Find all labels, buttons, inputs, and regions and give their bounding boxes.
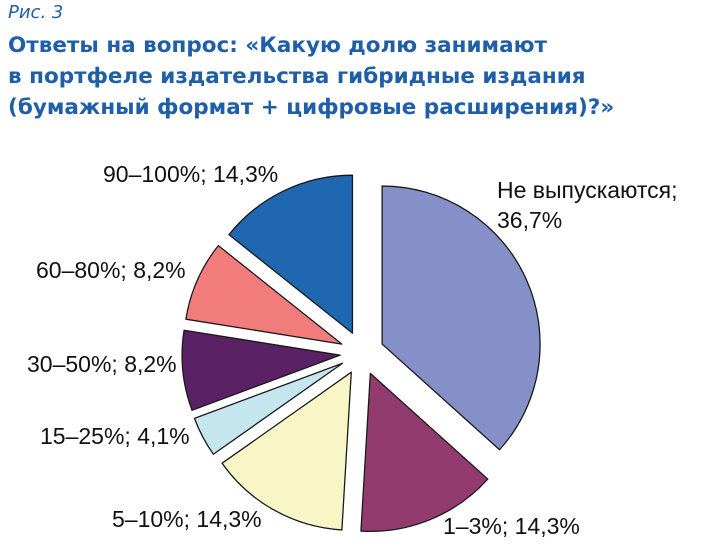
slice-label-3-line-1: 5–10%; 14,3% <box>112 506 262 532</box>
slice-label-2: 1–3%; 14,3% <box>443 513 580 539</box>
pie-slice-2 <box>360 372 489 533</box>
chart-title: Ответы на вопрос: «Какую долю занимают в… <box>8 30 708 123</box>
slice-label-2-line-1: 1–3%; 14,3% <box>443 513 580 539</box>
slice-label-1-line-2: 36,7% <box>497 207 562 233</box>
slice-label-1: Не выпускаются; 36,7% <box>497 177 677 233</box>
slice-label-7-line-1: 90–100%; 14,3% <box>103 161 278 187</box>
chart-title-line-2: в портфеле издательства гибридные издани… <box>8 64 586 89</box>
pie-slice-7 <box>228 174 354 334</box>
pie-slice-6 <box>185 244 343 345</box>
chart-title-line-1: Ответы на вопрос: «Какую долю занимают <box>8 33 547 58</box>
slice-label-6-line-1: 60–80%; 8,2% <box>36 257 186 283</box>
figure-label: Рис. 3 <box>8 2 64 23</box>
pie-slice-4 <box>193 362 344 455</box>
pie-slices <box>181 174 541 533</box>
slice-label-7: 90–100%; 14,3% <box>103 161 278 187</box>
pie-slice-3 <box>221 371 352 531</box>
pie-labels: Не выпускаются; 36,7% 1–3%; 14,3% 5–10%; 14… <box>27 161 677 539</box>
slice-label-4-line-1: 15–25%; 4,1% <box>40 423 190 449</box>
pie-slice-1 <box>381 185 541 451</box>
slice-label-4: 15–25%; 4,1% <box>40 423 190 449</box>
slice-label-1-line-1: Не выпускаются; <box>497 177 677 203</box>
chart-title-line-3: (бумажный формат + цифровые расширения)?… <box>8 95 615 120</box>
slice-label-6: 60–80%; 8,2% <box>36 257 186 283</box>
slice-label-5: 30–50%; 8,2% <box>27 351 177 377</box>
pie-slice-5 <box>181 329 341 411</box>
slice-label-5-line-1: 30–50%; 8,2% <box>27 351 177 377</box>
slice-label-3: 5–10%; 14,3% <box>112 506 262 532</box>
